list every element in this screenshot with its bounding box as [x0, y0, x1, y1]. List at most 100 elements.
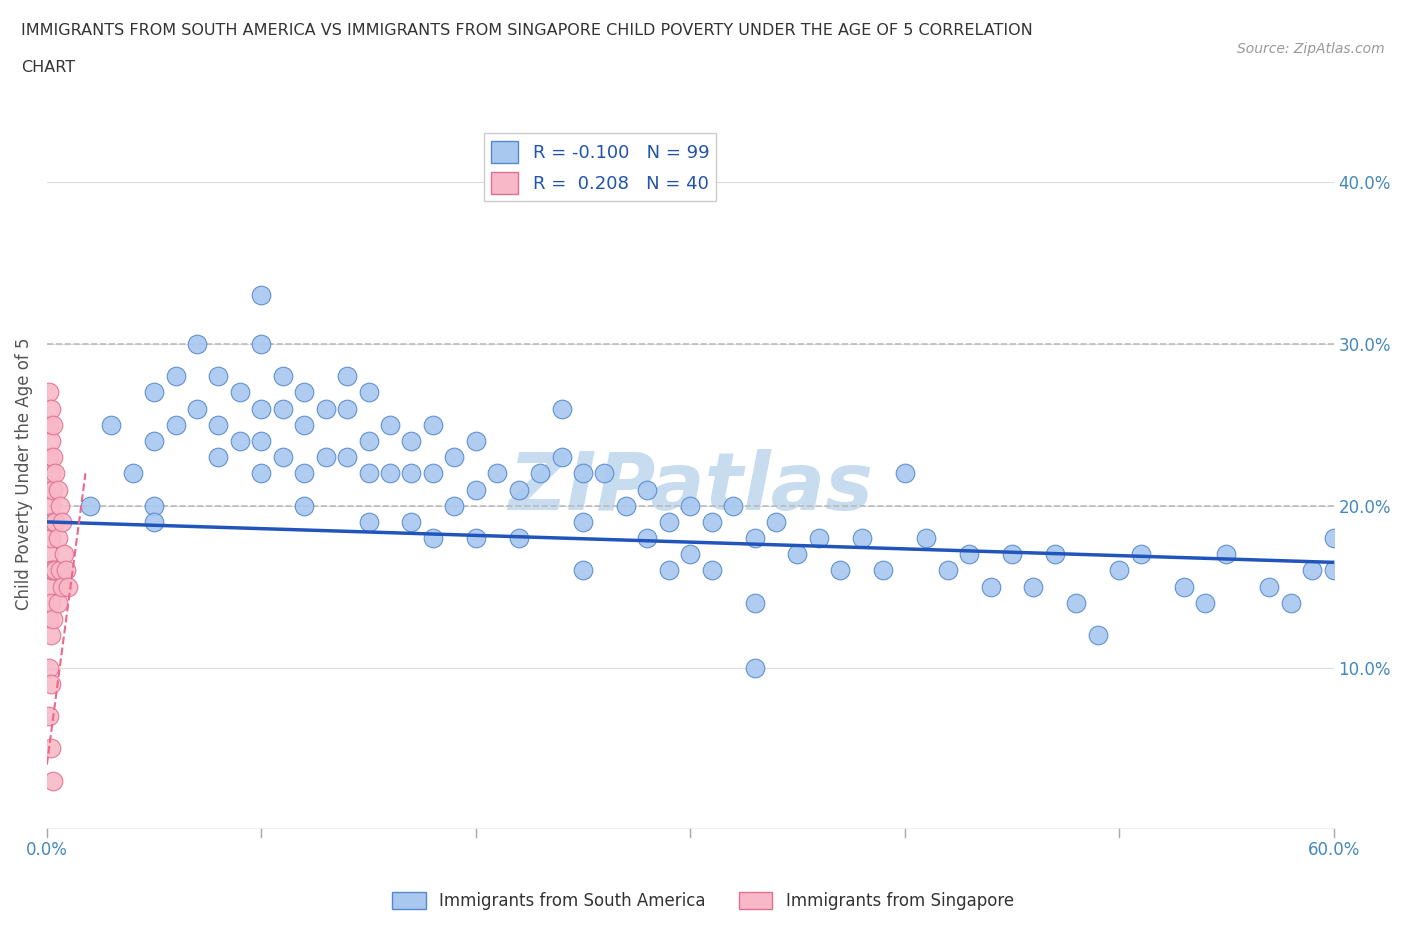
- Point: [38, 660, 60, 675]
- Point: [271, 401, 294, 416]
- Point: [1129, 547, 1152, 562]
- Point: [49, 563, 72, 578]
- Point: [44, 466, 66, 481]
- Point: [39, 676, 62, 691]
- Text: CHART: CHART: [21, 60, 75, 75]
- Point: [38, 482, 60, 497]
- Point: [636, 482, 658, 497]
- Point: [614, 498, 637, 513]
- Point: [165, 418, 187, 432]
- Point: [572, 514, 595, 529]
- Point: [658, 514, 681, 529]
- Point: [357, 466, 380, 481]
- Point: [550, 450, 572, 465]
- Point: [38, 579, 60, 594]
- Point: [42, 563, 65, 578]
- Point: [443, 450, 465, 465]
- Point: [100, 418, 122, 432]
- Point: [1173, 579, 1195, 594]
- Point: [39, 433, 62, 448]
- Point: [38, 385, 60, 400]
- Point: [143, 433, 166, 448]
- Point: [636, 531, 658, 546]
- Point: [1279, 595, 1302, 610]
- Point: [721, 498, 744, 513]
- Point: [49, 498, 72, 513]
- Point: [1001, 547, 1024, 562]
- Point: [271, 369, 294, 384]
- Point: [292, 466, 315, 481]
- Point: [51, 514, 73, 529]
- Point: [39, 401, 62, 416]
- Point: [1087, 628, 1109, 643]
- Point: [357, 514, 380, 529]
- Point: [508, 531, 530, 546]
- Point: [464, 433, 486, 448]
- Point: [378, 466, 401, 481]
- Point: [830, 563, 852, 578]
- Point: [1323, 563, 1346, 578]
- Point: [1022, 579, 1045, 594]
- Point: [679, 547, 702, 562]
- Point: [401, 514, 423, 529]
- Point: [357, 385, 380, 400]
- Point: [46, 595, 69, 610]
- Point: [807, 531, 830, 546]
- Point: [39, 595, 62, 610]
- Point: [422, 418, 444, 432]
- Point: [529, 466, 551, 481]
- Point: [1258, 579, 1281, 594]
- Point: [39, 498, 62, 513]
- Point: [165, 369, 187, 384]
- Point: [250, 466, 273, 481]
- Legend: R = -0.100   N = 99, R =  0.208   N = 40: R = -0.100 N = 99, R = 0.208 N = 40: [484, 133, 717, 201]
- Point: [336, 401, 359, 416]
- Point: [39, 628, 62, 643]
- Point: [229, 385, 252, 400]
- Point: [207, 418, 229, 432]
- Point: [39, 741, 62, 756]
- Point: [39, 531, 62, 546]
- Point: [401, 433, 423, 448]
- Point: [58, 579, 80, 594]
- Point: [872, 563, 894, 578]
- Point: [38, 612, 60, 627]
- Point: [271, 450, 294, 465]
- Point: [851, 531, 873, 546]
- Point: [679, 498, 702, 513]
- Point: [464, 531, 486, 546]
- Point: [1043, 547, 1066, 562]
- Point: [79, 498, 101, 513]
- Point: [250, 401, 273, 416]
- Text: ZIPatlas: ZIPatlas: [508, 448, 873, 526]
- Point: [39, 563, 62, 578]
- Text: Source: ZipAtlas.com: Source: ZipAtlas.com: [1237, 42, 1385, 56]
- Point: [744, 660, 766, 675]
- Point: [143, 514, 166, 529]
- Point: [53, 547, 76, 562]
- Point: [572, 466, 595, 481]
- Point: [186, 401, 208, 416]
- Point: [357, 433, 380, 448]
- Point: [957, 547, 980, 562]
- Point: [401, 466, 423, 481]
- Point: [44, 514, 66, 529]
- Point: [572, 563, 595, 578]
- Point: [1194, 595, 1216, 610]
- Point: [1301, 563, 1323, 578]
- Point: [292, 418, 315, 432]
- Point: [250, 433, 273, 448]
- Point: [378, 418, 401, 432]
- Point: [229, 433, 252, 448]
- Point: [486, 466, 509, 481]
- Point: [508, 482, 530, 497]
- Point: [39, 466, 62, 481]
- Point: [38, 514, 60, 529]
- Point: [1064, 595, 1087, 610]
- Point: [207, 450, 229, 465]
- Point: [315, 450, 337, 465]
- Point: [744, 595, 766, 610]
- Point: [550, 401, 572, 416]
- Point: [42, 450, 65, 465]
- Point: [464, 482, 486, 497]
